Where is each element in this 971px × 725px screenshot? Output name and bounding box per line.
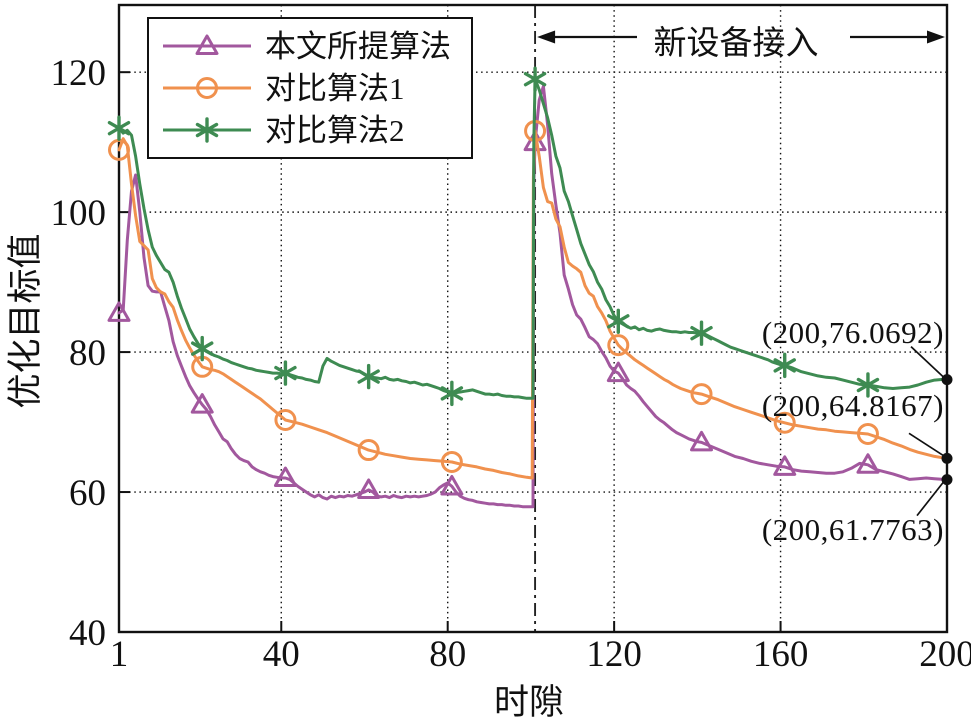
y-tick-label-40: 40: [69, 613, 106, 654]
y-axis-title: 优化目标值: [6, 233, 45, 409]
series-markers-0: [107, 130, 880, 499]
triangle-marker-icon: [190, 393, 214, 414]
y-tick-label-80: 80: [69, 333, 106, 374]
triangle-marker-icon: [856, 453, 880, 474]
asterisk-marker-icon: [607, 314, 630, 329]
legend-label-comparison1: 对比算法1: [265, 70, 405, 106]
legend-item-proposed: 本文所提算法: [161, 26, 467, 66]
circle-marker-icon: [357, 439, 380, 462]
y-tick-label-120: 120: [51, 53, 107, 94]
asterisk-marker-icon: [856, 377, 880, 393]
x-tick-label-160: 160: [753, 634, 809, 675]
legend: 本文所提算法 对比算法1 对比算法2: [147, 17, 473, 159]
arrow-right-head-icon: [927, 30, 945, 44]
triangle-marker-icon: [195, 34, 219, 55]
asterisk-marker-icon: [195, 122, 219, 138]
annotation-leader-line-0: [910, 345, 944, 378]
series-line-0: [117, 84, 949, 509]
legend-item-comparison1: 对比算法1: [161, 68, 467, 108]
annotation-leader-line-1: [908, 432, 944, 457]
legend-circle-marker-icon: [163, 77, 251, 99]
x-tick-label-200: 200: [919, 634, 971, 675]
triangle-marker-icon: [773, 455, 797, 476]
circle-marker-icon: [690, 383, 713, 406]
triangle-marker-icon: [357, 478, 381, 499]
y-tick-label-100: 100: [51, 193, 107, 234]
endpoint-annotation-proposed: (200,61.7763): [761, 512, 944, 547]
circle-marker-icon: [607, 334, 630, 357]
asterisk-marker-icon: [357, 369, 380, 384]
triangle-marker-icon: [606, 361, 630, 383]
x-tick-label-80: 80: [429, 634, 466, 675]
circle-marker-icon: [773, 411, 796, 434]
annotation-leader-line-2: [916, 482, 944, 517]
circle-marker-icon: [196, 77, 218, 99]
x-tick-label-40: 40: [263, 634, 300, 675]
triangle-marker-icon: [690, 430, 714, 452]
x-tick-label-120: 120: [586, 634, 642, 675]
legend-asterisk-marker-icon: [163, 117, 251, 143]
y-tick-label-60: 60: [69, 473, 106, 514]
triangle-marker-icon: [440, 474, 464, 496]
asterisk-marker-icon: [107, 120, 131, 136]
series-line-2: [117, 77, 949, 400]
endpoint-dot-2: [941, 474, 953, 486]
asterisk-marker-icon: [523, 71, 547, 87]
asterisk-marker-icon: [440, 386, 464, 401]
asterisk-marker-icon: [190, 341, 214, 356]
legend-triangle-marker-icon: [163, 34, 251, 55]
x-axis-title: 时隙: [493, 683, 564, 722]
circle-marker-icon: [274, 408, 297, 431]
arrow-left-head-icon: [537, 30, 556, 44]
endpoint-dot-0: [941, 374, 953, 386]
x-tick-label-1: 1: [110, 634, 129, 675]
asterisk-marker-icon: [690, 325, 713, 341]
asterisk-marker-icon: [274, 365, 297, 381]
event-annotation-label: 新设备接入: [653, 26, 819, 62]
triangle-marker-icon: [107, 301, 131, 322]
legend-item-comparison2: 对比算法2: [161, 110, 467, 150]
triangle-marker-icon: [273, 466, 297, 488]
asterisk-marker-icon: [773, 358, 796, 373]
plot-border: [117, 3, 949, 634]
series-markers-2: [107, 66, 880, 407]
endpoint-dot-1: [941, 452, 953, 464]
legend-label-comparison2: 对比算法2: [265, 112, 405, 148]
endpoint-annotation-comparison1: (200,64.8167): [761, 388, 944, 423]
endpoint-annotation-comparison2: (200,76.0692): [761, 315, 944, 350]
legend-label-proposed: 本文所提算法: [265, 28, 451, 64]
circle-marker-icon: [440, 450, 463, 473]
circle-marker-icon: [856, 422, 879, 445]
